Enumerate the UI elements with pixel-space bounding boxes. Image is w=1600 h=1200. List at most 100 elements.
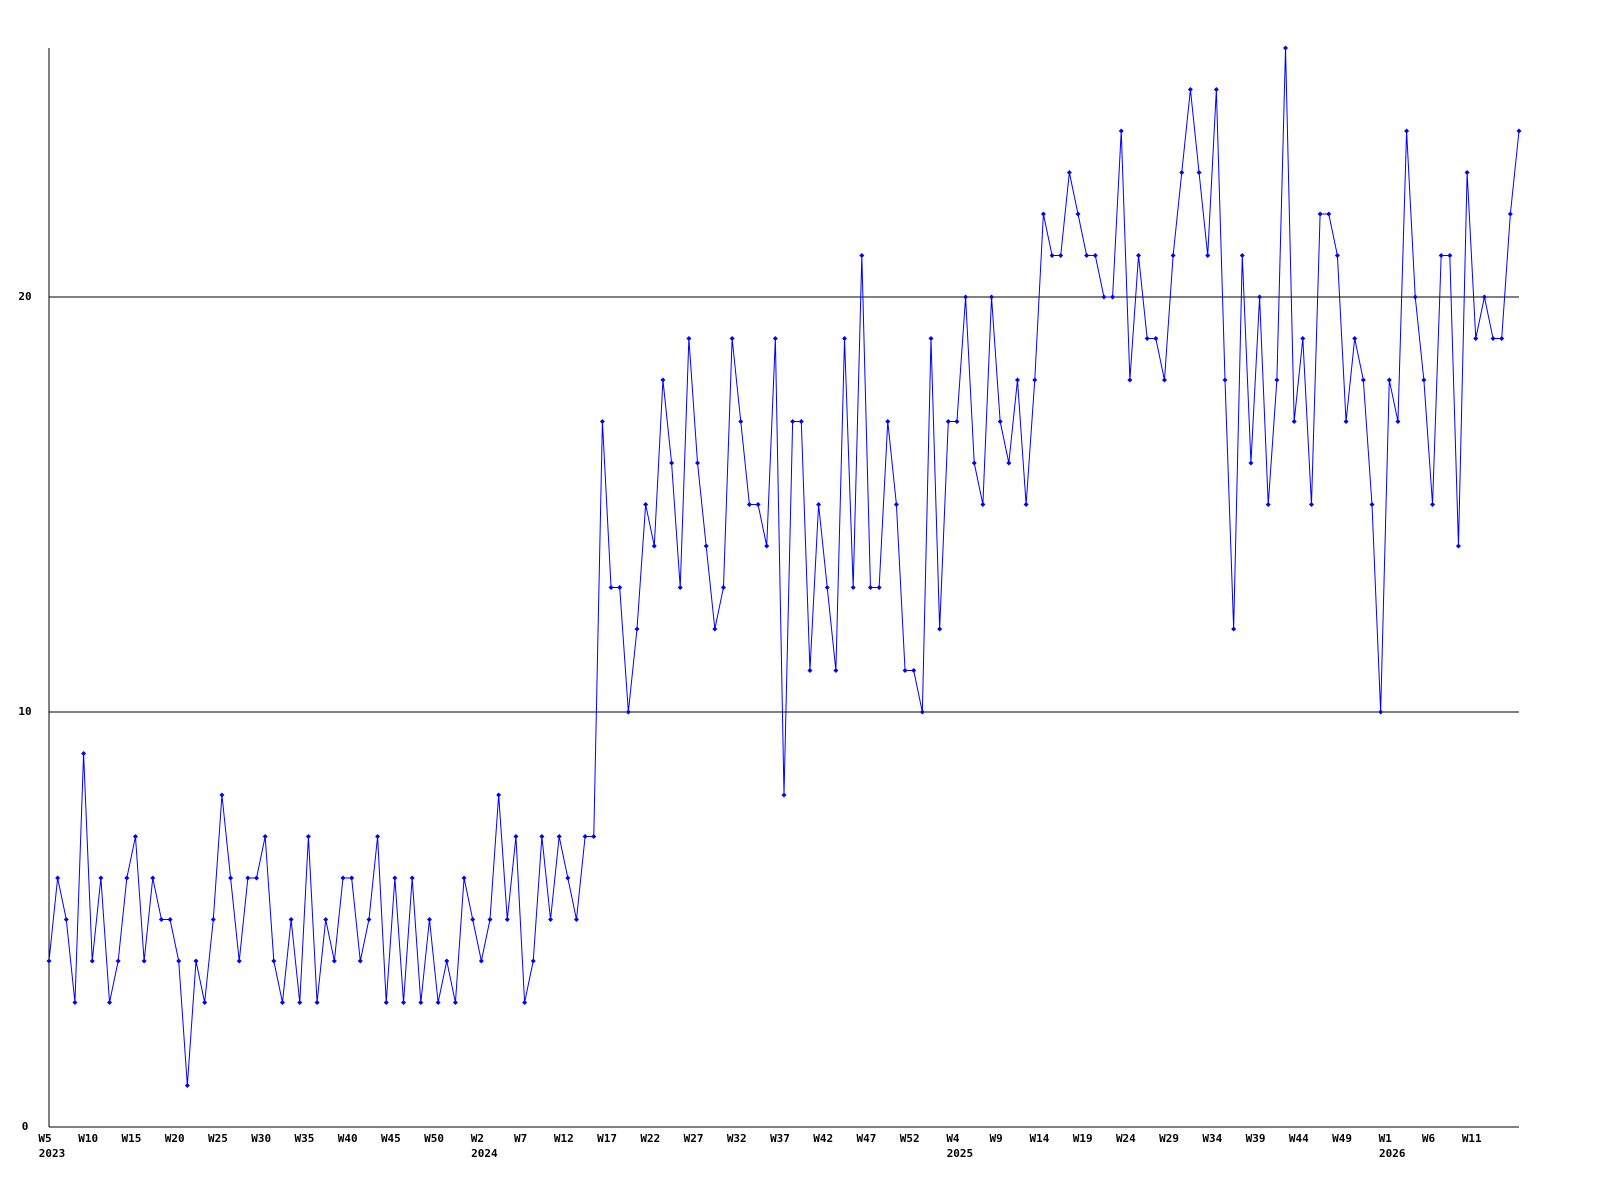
data-point bbox=[599, 419, 605, 424]
data-point bbox=[1369, 502, 1375, 507]
data-point bbox=[340, 875, 346, 881]
data-point bbox=[418, 1000, 424, 1005]
x-tick-label: W25 bbox=[208, 1132, 228, 1145]
data-point bbox=[963, 294, 969, 300]
y-tick-label: 0 bbox=[22, 1120, 29, 1133]
data-point bbox=[1153, 336, 1159, 341]
data-point bbox=[81, 751, 87, 756]
data-point bbox=[435, 1000, 441, 1005]
data-point bbox=[1101, 294, 1107, 300]
data-point bbox=[738, 419, 744, 424]
data-point bbox=[366, 917, 372, 922]
data-point bbox=[608, 585, 614, 590]
data-point bbox=[1187, 87, 1193, 92]
data-point bbox=[1248, 460, 1254, 466]
x-tick-label: W30 bbox=[251, 1132, 271, 1145]
data-point bbox=[591, 834, 597, 839]
data-point bbox=[573, 917, 579, 922]
x-tick-label: W17 bbox=[597, 1132, 617, 1145]
data-point bbox=[1490, 336, 1496, 341]
data-point bbox=[686, 336, 692, 341]
data-point bbox=[885, 419, 891, 424]
data-point bbox=[729, 336, 735, 341]
data-point bbox=[1507, 211, 1513, 217]
data-point bbox=[651, 543, 657, 549]
data-point bbox=[349, 875, 355, 881]
data-point bbox=[530, 958, 536, 964]
x-tick-label: W42 bbox=[813, 1132, 833, 1145]
x-tick-label: W15 bbox=[122, 1132, 142, 1145]
data-point bbox=[1084, 253, 1090, 258]
x-tick-label: W20 bbox=[165, 1132, 185, 1145]
data-point bbox=[634, 626, 640, 632]
x-tick-label: W7 bbox=[514, 1132, 527, 1145]
data-point bbox=[288, 917, 294, 922]
x-tick-label: W35 bbox=[294, 1132, 314, 1145]
data-point bbox=[556, 834, 562, 839]
data-point bbox=[1317, 211, 1323, 217]
x-tick-label: W6 bbox=[1422, 1132, 1436, 1145]
x-tick-label: W22 bbox=[640, 1132, 660, 1145]
data-point bbox=[107, 1000, 113, 1005]
data-point bbox=[781, 792, 787, 798]
data-point bbox=[1326, 211, 1332, 217]
data-point bbox=[902, 668, 908, 673]
data-point bbox=[1014, 377, 1020, 383]
data-point bbox=[1136, 253, 1142, 258]
data-point bbox=[1438, 253, 1444, 258]
data-point bbox=[504, 917, 510, 922]
data-point bbox=[669, 460, 675, 466]
data-point bbox=[409, 875, 415, 881]
data-point bbox=[1481, 294, 1487, 300]
data-point bbox=[1110, 294, 1116, 300]
data-point bbox=[236, 958, 242, 964]
x-tick-label: W5 bbox=[38, 1132, 51, 1145]
x-tick-label: W19 bbox=[1073, 1132, 1093, 1145]
data-point bbox=[323, 917, 329, 922]
data-point bbox=[219, 792, 225, 798]
data-point bbox=[132, 834, 138, 839]
data-point bbox=[695, 460, 701, 466]
data-point bbox=[928, 336, 934, 341]
x-year-label: 2024 bbox=[471, 1147, 498, 1160]
data-point bbox=[954, 419, 960, 424]
x-tick-label: W49 bbox=[1332, 1132, 1352, 1145]
data-point bbox=[1430, 502, 1436, 507]
data-point bbox=[98, 875, 104, 881]
data-point bbox=[478, 958, 484, 964]
data-point bbox=[279, 1000, 285, 1005]
data-point bbox=[314, 1000, 320, 1005]
data-point bbox=[254, 875, 260, 881]
data-point bbox=[764, 543, 770, 549]
x-tick-label: W39 bbox=[1246, 1132, 1266, 1145]
data-point bbox=[452, 1000, 458, 1005]
data-point bbox=[1239, 253, 1245, 258]
data-point bbox=[184, 1083, 190, 1088]
data-point bbox=[46, 958, 52, 964]
x-tick-label: W34 bbox=[1202, 1132, 1222, 1145]
data-point bbox=[1127, 377, 1133, 383]
data-point bbox=[1386, 377, 1392, 383]
data-point bbox=[383, 1000, 389, 1005]
data-point bbox=[1092, 253, 1098, 258]
data-point bbox=[210, 917, 216, 922]
y-tick-label: 20 bbox=[18, 290, 31, 303]
data-point bbox=[1049, 253, 1055, 258]
data-point bbox=[833, 668, 839, 673]
data-point bbox=[617, 585, 623, 590]
data-point bbox=[755, 502, 761, 507]
data-point bbox=[971, 460, 977, 466]
data-point bbox=[746, 502, 752, 507]
data-point bbox=[228, 875, 234, 881]
data-point bbox=[919, 709, 925, 715]
x-tick-label: W4 bbox=[946, 1132, 960, 1145]
data-point bbox=[72, 1000, 78, 1005]
data-point bbox=[1447, 253, 1453, 258]
data-point bbox=[167, 917, 173, 922]
data-point bbox=[660, 377, 666, 383]
data-point bbox=[331, 958, 337, 964]
data-point bbox=[1144, 336, 1150, 341]
data-point bbox=[1334, 253, 1340, 258]
data-point bbox=[859, 253, 865, 258]
data-point bbox=[980, 502, 986, 507]
